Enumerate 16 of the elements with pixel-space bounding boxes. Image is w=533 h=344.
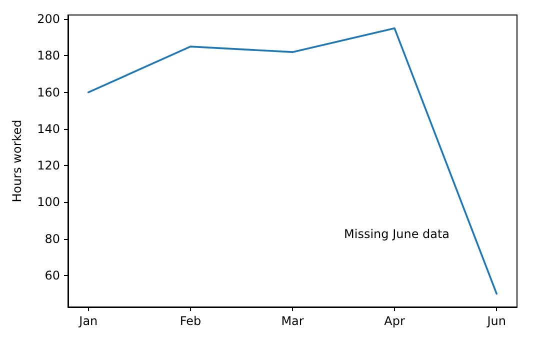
y-tick-label: 140 [37,122,60,136]
x-tick-label: Feb [180,314,202,328]
y-axis-title: Hours worked [10,120,24,202]
x-tick-label: Mar [281,314,304,328]
y-tick-label: 60 [44,268,60,282]
annotation: Missing June data [344,227,450,241]
y-tick-label: 100 [37,195,60,210]
x-tick-label: Jun [486,314,506,328]
y-tick-label: 200 [37,12,60,26]
line-series [88,27,498,295]
y-tick-label: 160 [37,85,60,100]
y-tick-label: 120 [37,158,60,173]
y-tick-label: 80 [44,232,60,246]
x-tick-label: Jan [78,314,98,328]
x-tick-label: Apr [384,314,405,328]
y-tick-label: 180 [37,48,60,63]
